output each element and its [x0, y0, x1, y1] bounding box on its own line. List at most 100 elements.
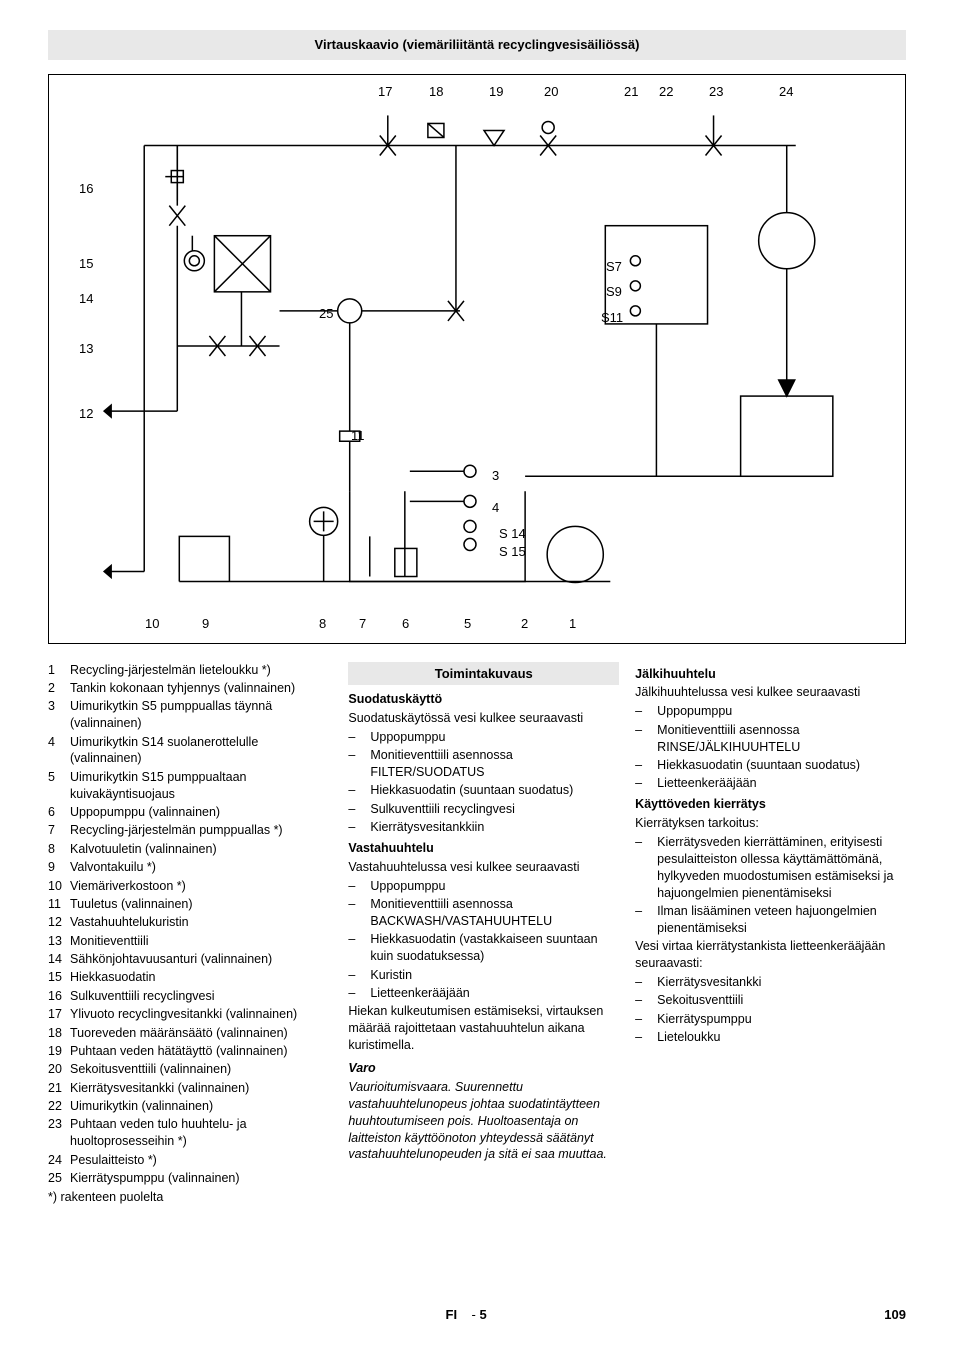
bullet-dash: – — [348, 747, 370, 781]
diagram-label: 21 — [624, 83, 638, 101]
bullet-text: Monitieventtiili asennossa RINSE/JÄLKIHU… — [657, 722, 906, 756]
page-footer: FI - 5 109 — [48, 1306, 906, 1324]
intro-recycle: Kierrätyksen tarkoitus: — [635, 815, 906, 832]
diagram-label: 24 — [779, 83, 793, 101]
legend-text: Uimurikytkin S15 pumppualtaan kuivakäynt… — [70, 769, 332, 803]
legend-text: Valvontakuilu *) — [70, 859, 332, 876]
legend-number: 23 — [48, 1116, 70, 1150]
bullet-dash: – — [348, 729, 370, 746]
legend-number: 13 — [48, 933, 70, 950]
content-columns: 1Recycling-järjestelmän lieteloukku *)2T… — [48, 662, 906, 1206]
legend-text: Ylivuoto recyclingvesitankki (valinnaine… — [70, 1006, 332, 1023]
bullet-dash: – — [348, 819, 370, 836]
diagram-label: 18 — [429, 83, 443, 101]
diagram-label: 4 — [492, 499, 499, 517]
legend-footnote: *) rakenteen puolelta — [48, 1189, 332, 1206]
diagram-label: 7 — [359, 615, 366, 633]
bullet-item: –Lietteenkerääjään — [635, 775, 906, 792]
bullet-dash: – — [635, 903, 657, 937]
legend-row: 7Recycling-järjestelmän pumppuallas *) — [48, 822, 332, 839]
description-column: Toimintakuvaus Suodatuskäyttö Suodatuskä… — [348, 662, 619, 1206]
legend-number: 20 — [48, 1061, 70, 1078]
bullet-item: –Hiekkasuodatin (suuntaan suodatus) — [635, 757, 906, 774]
varo-text: Vaurioitumisvaara. Suurennettu vastahuuh… — [348, 1079, 619, 1163]
diagram-label: 23 — [709, 83, 723, 101]
bullet-dash: – — [635, 775, 657, 792]
diagram-label: 2 — [521, 615, 528, 633]
legend-row: 11Tuuletus (valinnainen) — [48, 896, 332, 913]
legend-number: 11 — [48, 896, 70, 913]
diagram-label: S 15 — [499, 543, 526, 561]
bullet-item: –Hiekkasuodatin (vastakkaiseen suuntaan … — [348, 931, 619, 965]
diagram-label: 13 — [79, 340, 93, 358]
description-column-2: Jälkihuuhtelu Jälkihuuhtelussa vesi kulk… — [635, 662, 906, 1206]
diagram-label: 5 — [464, 615, 471, 633]
legend-number: 24 — [48, 1152, 70, 1169]
bullet-item: –Hiekkasuodatin (suuntaan suodatus) — [348, 782, 619, 799]
diagram-svg — [49, 75, 905, 643]
legend-row: 4Uimurikytkin S14 suolanerottelulle (val… — [48, 734, 332, 768]
bullet-item: –Monitieventtiili asennossa RINSE/JÄLKIH… — [635, 722, 906, 756]
footer-center: FI - 5 — [446, 1306, 487, 1324]
legend-number: 6 — [48, 804, 70, 821]
legend-text: Vastahuuhtelukuristin — [70, 914, 332, 931]
bullet-dash: – — [348, 896, 370, 930]
diagram-label: 20 — [544, 83, 558, 101]
page-number: 109 — [884, 1306, 906, 1324]
diagram-label: 22 — [659, 83, 673, 101]
legend-text: Uppopumppu (valinnainen) — [70, 804, 332, 821]
legend-row: 3Uimurikytkin S5 pumppuallas täynnä (val… — [48, 698, 332, 732]
diagram-label: S 14 — [499, 525, 526, 543]
bullet-text: Kierrätysvesitankki — [657, 974, 906, 991]
legend-row: 25Kierrätyspumppu (valinnainen) — [48, 1170, 332, 1187]
legend-text: Sulkuventtiili recyclingvesi — [70, 988, 332, 1005]
legend-row: 20Sekoitusventtiili (valinnainen) — [48, 1061, 332, 1078]
legend-row: 18Tuoreveden määränsäätö (valinnainen) — [48, 1025, 332, 1042]
bullet-text: Sulkuventtiili recyclingvesi — [370, 801, 619, 818]
bullet-text: Uppopumppu — [370, 729, 619, 746]
legend-number: 18 — [48, 1025, 70, 1042]
bullet-dash: – — [635, 1011, 657, 1028]
tail-backwash: Hiekan kulkeutumisen estämiseksi, virtau… — [348, 1003, 619, 1054]
subhead-backwash: Vastahuuhtelu — [348, 840, 619, 857]
legend-number: 4 — [48, 734, 70, 768]
bullet-item: –Kuristin — [348, 967, 619, 984]
diagram-label: S7 — [606, 258, 622, 276]
bullet-dash: – — [348, 985, 370, 1002]
bullet-item: –Uppopumppu — [348, 878, 619, 895]
description-header: Toimintakuvaus — [348, 662, 619, 686]
legend-row: 8Kalvotuuletin (valinnainen) — [48, 841, 332, 858]
legend-text: Puhtaan veden tulo huuhtelu- ja huoltopr… — [70, 1116, 332, 1150]
legend-row: 5Uimurikytkin S15 pumppualtaan kuivakäyn… — [48, 769, 332, 803]
legend-row: 12Vastahuuhtelukuristin — [48, 914, 332, 931]
bullet-dash: – — [635, 992, 657, 1009]
diagram-label: S11 — [601, 309, 623, 327]
diagram-label: 6 — [402, 615, 409, 633]
bullet-text: Lietteenkerääjään — [370, 985, 619, 1002]
legend-text: Uimurikytkin S14 suolanerottelulle (vali… — [70, 734, 332, 768]
legend-number: 3 — [48, 698, 70, 732]
diagram-label: 12 — [79, 405, 93, 423]
intro-rinse: Jälkihuuhtelussa vesi kulkee seuraavasti — [635, 684, 906, 701]
bullet-text: Kuristin — [370, 967, 619, 984]
subhead-varo: Varo — [348, 1060, 619, 1077]
diagram-label: 8 — [319, 615, 326, 633]
diagram-label: 11 — [351, 427, 365, 445]
legend-row: 6Uppopumppu (valinnainen) — [48, 804, 332, 821]
bullet-item: –Kierrätyspumppu — [635, 1011, 906, 1028]
legend-row: 15Hiekkasuodatin — [48, 969, 332, 986]
legend-row: 14Sähkönjohtavuusanturi (valinnainen) — [48, 951, 332, 968]
bullet-dash: – — [635, 974, 657, 991]
legend-text: Tuoreveden määränsäätö (valinnainen) — [70, 1025, 332, 1042]
legend-row: 10Viemäriverkostoon *) — [48, 878, 332, 895]
legend-text: Kierrätysvesitankki (valinnainen) — [70, 1080, 332, 1097]
bullet-dash: – — [348, 967, 370, 984]
bullet-item: –Sekoitusventtiili — [635, 992, 906, 1009]
diagram-label: 25 — [319, 305, 333, 323]
section-header: Virtauskaavio (viemäriliitäntä recycling… — [48, 30, 906, 60]
legend-number: 21 — [48, 1080, 70, 1097]
legend-text: Recycling-järjestelmän pumppuallas *) — [70, 822, 332, 839]
bullet-item: –Lietteenkerääjään — [348, 985, 619, 1002]
legend-number: 14 — [48, 951, 70, 968]
bullet-item: –Kierrätysveden kierrättäminen, erityise… — [635, 834, 906, 902]
